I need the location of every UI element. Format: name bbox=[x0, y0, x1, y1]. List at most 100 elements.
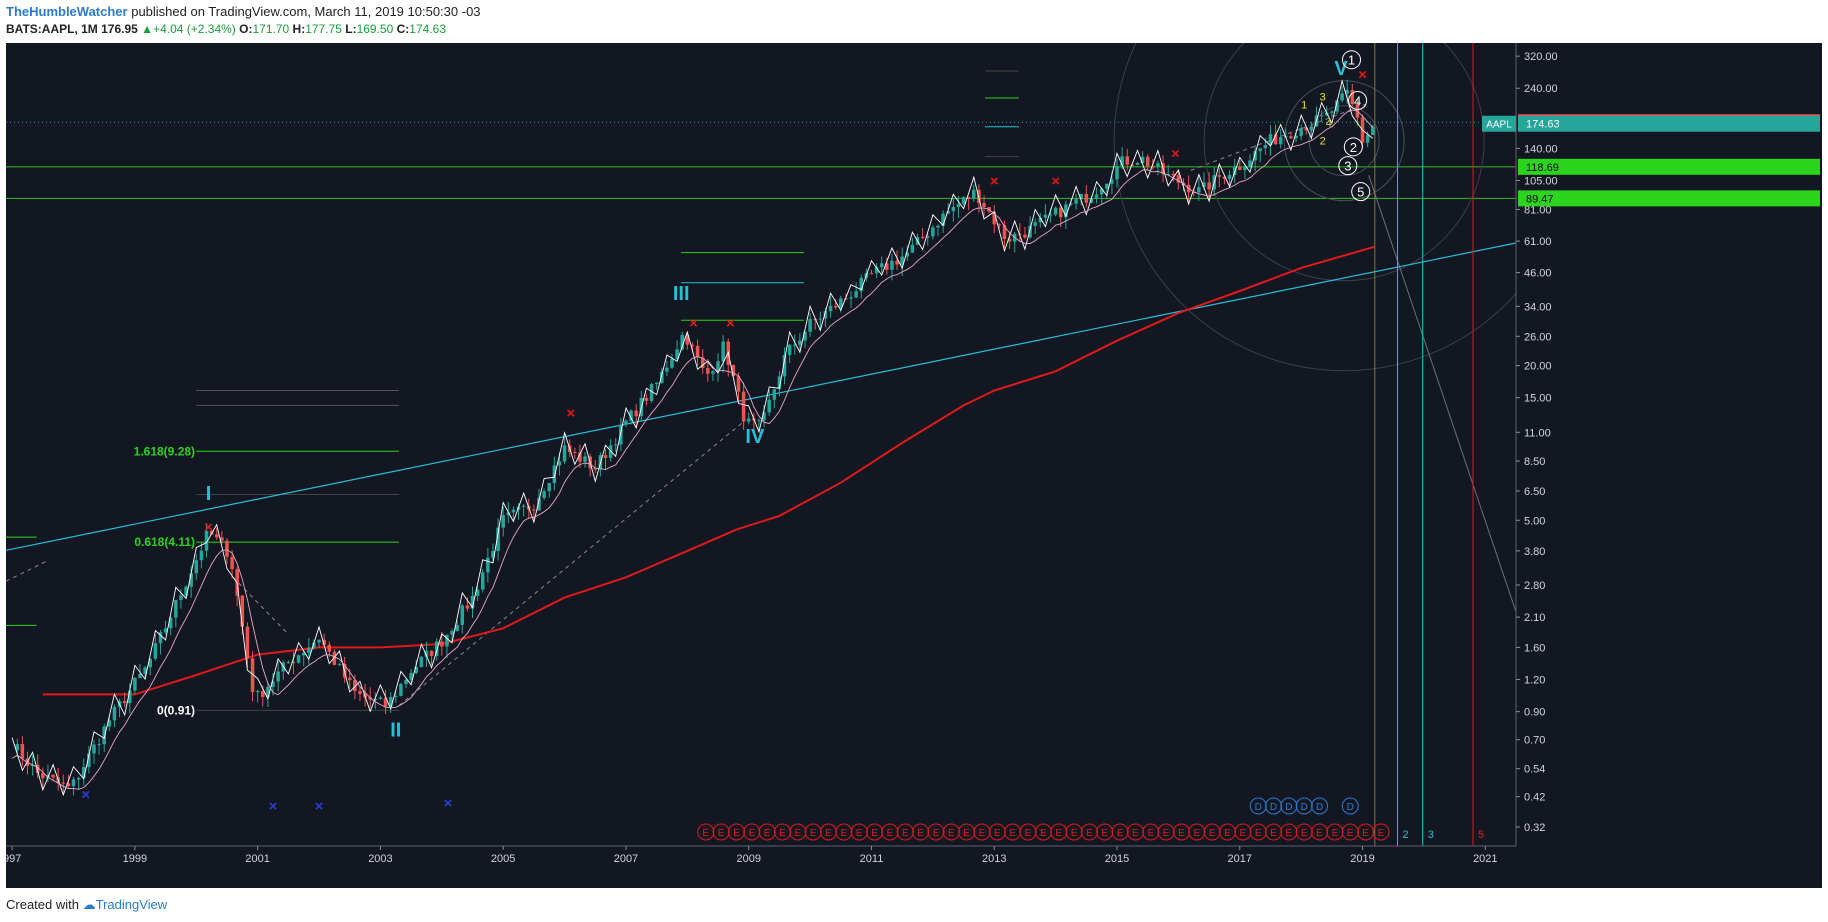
candle-body bbox=[230, 556, 234, 570]
earnings-circle bbox=[1050, 823, 1068, 841]
wave-connector-line bbox=[1190, 102, 1369, 171]
candle-body bbox=[578, 452, 582, 462]
earnings-badge: E bbox=[1172, 823, 1190, 841]
candle-body bbox=[869, 273, 874, 275]
candle-body bbox=[465, 605, 470, 609]
small-wave-number: 2 bbox=[1320, 135, 1326, 147]
candle-body bbox=[1268, 134, 1273, 146]
ohlc-header: BATS:AAPL, 1M 176.95 ▲+4.04 (+2.34%) O:1… bbox=[6, 22, 446, 36]
candle-body bbox=[608, 445, 613, 458]
earnings-circle bbox=[1372, 823, 1390, 841]
chart-area[interactable]: 2 3 5 × × × × × × × × × × × × 1.618(9.28) 0.618(4.11) 0(0… bbox=[3, 43, 1822, 888]
dividend-badge: D bbox=[1311, 797, 1329, 815]
earnings-circle bbox=[1142, 823, 1160, 841]
candle-body bbox=[250, 658, 255, 692]
candle-body bbox=[624, 420, 628, 425]
candle-body bbox=[424, 650, 429, 657]
x-tick-label: 2001 bbox=[245, 853, 269, 865]
candle-body bbox=[1371, 126, 1375, 135]
plot-layer: 2 3 5××× ×× ××××× × ×1.618(9.28)0.618(4.11)0(0… bbox=[6, 43, 1516, 846]
candle-body bbox=[440, 641, 444, 647]
candle-body bbox=[675, 349, 679, 359]
candle-body bbox=[445, 634, 449, 647]
candle-body bbox=[583, 456, 587, 462]
change-value: +4.04 (+2.34%) bbox=[153, 22, 236, 36]
candle-body bbox=[762, 412, 766, 421]
earnings-letter: E bbox=[994, 828, 1001, 839]
x-tick-label: 2007 bbox=[614, 853, 638, 865]
price-label-text: 89.47 bbox=[1526, 193, 1554, 205]
earnings-badge: E bbox=[1126, 823, 1144, 841]
candle-body bbox=[1023, 234, 1027, 238]
candle-body bbox=[322, 639, 326, 645]
candle-body bbox=[296, 655, 301, 663]
earnings-letter: E bbox=[1071, 828, 1078, 839]
earnings-letter: E bbox=[1178, 828, 1185, 839]
y-tick-label: 320.00 bbox=[1524, 51, 1558, 63]
price-label-text: 174.63 bbox=[1526, 119, 1560, 131]
candle-body bbox=[670, 358, 674, 368]
earnings-circle bbox=[896, 823, 914, 841]
earnings-circle bbox=[1341, 823, 1359, 841]
candle-body bbox=[51, 774, 55, 778]
signal-x-marker: × bbox=[1051, 173, 1060, 190]
earnings-badge: E bbox=[896, 823, 914, 841]
close-value: 174.63 bbox=[409, 22, 446, 36]
candle-body bbox=[174, 599, 178, 618]
candle-body bbox=[757, 420, 761, 422]
candle-body bbox=[1171, 174, 1176, 176]
candle-body bbox=[593, 468, 598, 470]
candle-body bbox=[112, 706, 117, 721]
candle-body bbox=[286, 662, 291, 664]
candle-body bbox=[1140, 156, 1145, 164]
earnings-circle bbox=[850, 823, 868, 841]
high-value: 177.75 bbox=[305, 22, 342, 36]
candle-body bbox=[619, 424, 623, 445]
candle-body bbox=[644, 397, 649, 401]
low-value: 169.50 bbox=[356, 22, 394, 36]
earnings-letter: E bbox=[933, 828, 940, 839]
candle-body bbox=[547, 483, 551, 492]
y-tick-label: 81.00 bbox=[1524, 204, 1552, 216]
candle-body bbox=[194, 560, 199, 574]
earnings-badge: E bbox=[1357, 823, 1375, 841]
earnings-badge: E bbox=[1265, 823, 1283, 841]
y-tick-label: 15.00 bbox=[1524, 393, 1552, 405]
candle-body bbox=[87, 753, 91, 768]
author-name[interactable]: TheHumbleWatcher bbox=[6, 4, 128, 19]
candle-body bbox=[649, 384, 654, 401]
y-tick-label: 61.00 bbox=[1524, 236, 1552, 248]
candle-body bbox=[1007, 238, 1012, 242]
dividend-badge: D bbox=[1249, 797, 1267, 815]
signal-x-marker: × bbox=[1171, 145, 1180, 162]
earnings-letter: E bbox=[963, 828, 970, 839]
wave-circle-label: 2 bbox=[1350, 140, 1357, 155]
candle-body bbox=[1345, 90, 1349, 94]
earnings-letter: E bbox=[748, 828, 755, 839]
earnings-circle bbox=[1326, 823, 1344, 841]
candle-body bbox=[936, 225, 940, 228]
dividend-letter: D bbox=[1270, 802, 1277, 813]
earnings-letter: E bbox=[1147, 828, 1154, 839]
candle-body bbox=[706, 368, 710, 374]
dividend-circle bbox=[1295, 797, 1313, 815]
candle-body bbox=[721, 341, 725, 362]
candle-body bbox=[30, 764, 35, 766]
dividend-badge: D bbox=[1295, 797, 1313, 815]
candle-body bbox=[312, 642, 316, 648]
candle-body bbox=[383, 697, 388, 707]
earnings-circle bbox=[1065, 823, 1083, 841]
earnings-letter: E bbox=[1040, 828, 1047, 839]
earnings-letter: E bbox=[902, 828, 909, 839]
candle-body bbox=[859, 277, 864, 292]
elliott-wave-label: III bbox=[673, 283, 690, 305]
symbol-label-text: AAPL bbox=[1486, 120, 1512, 131]
price-chart[interactable]: 2 3 5××× ×× ××××× × ×1.618(9.28)0.618(4.11)0(0… bbox=[3, 43, 1822, 888]
price-label-text: 118.69 bbox=[1526, 162, 1559, 174]
earnings-letter: E bbox=[1224, 828, 1231, 839]
tradingview-brand-link[interactable]: TradingView bbox=[95, 897, 168, 912]
wave-circle-label: 5 bbox=[1357, 185, 1364, 200]
candle-body bbox=[511, 509, 516, 513]
earnings-letter: E bbox=[1255, 828, 1262, 839]
price-label-box bbox=[1518, 190, 1820, 207]
